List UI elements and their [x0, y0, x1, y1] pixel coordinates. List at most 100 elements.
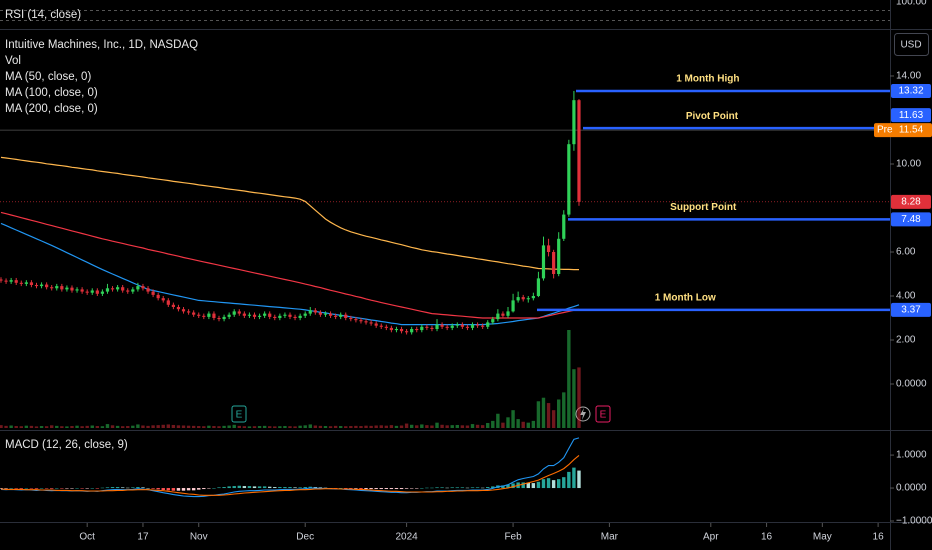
volume-bar: [60, 426, 64, 428]
volume-bar: [252, 426, 257, 428]
price-tag-label: 13.32: [898, 86, 923, 97]
candle-body: [536, 278, 541, 296]
candle-body: [430, 327, 434, 329]
candle-body: [313, 310, 317, 313]
candle-body: [359, 320, 363, 322]
candle-body: [541, 245, 546, 279]
candle-body: [415, 328, 419, 331]
rsi-title: RSI (14, close): [5, 9, 81, 21]
macd-histogram-bar: [531, 483, 536, 489]
macd-histogram-bar: [521, 482, 525, 489]
candle-body: [121, 287, 125, 291]
candle-body: [293, 316, 297, 318]
macd-histogram-bar: [506, 484, 510, 489]
macd-histogram-bar: [567, 471, 571, 489]
event-icon[interactable]: [575, 406, 591, 422]
macd-title: MACD (12, 26, close, 9): [5, 439, 128, 451]
volume-bar: [333, 425, 338, 428]
candle-body: [4, 280, 8, 282]
candle-body: [546, 245, 551, 252]
volume-bar: [511, 410, 515, 428]
candle-body: [278, 315, 282, 318]
macd-histogram-bar: [80, 488, 84, 489]
candle-body: [303, 313, 307, 316]
currency-label[interactable]: USD: [900, 40, 921, 51]
candle-body: [197, 314, 201, 316]
candle-body: [328, 313, 333, 316]
price-tag: [891, 212, 931, 227]
macd-histogram-bar: [404, 488, 409, 489]
macd-histogram-bar: [379, 488, 383, 490]
candle-body: [410, 328, 414, 333]
earnings-icon-letter[interactable]: E: [236, 410, 243, 421]
macd-histogram-bar: [364, 488, 368, 490]
macd-histogram-bar: [95, 488, 100, 489]
macd-histogram-bar: [293, 487, 297, 489]
volume-bar: [293, 426, 297, 428]
macd-histogram-bar: [389, 488, 394, 490]
macd-histogram-bar: [90, 488, 94, 489]
macd-histogram-bar: [161, 488, 165, 491]
macd-histogram-bar: [146, 488, 150, 489]
candle-body: [116, 287, 120, 290]
volume-bar: [212, 426, 216, 428]
volume-bar: [491, 420, 495, 428]
candle-body: [222, 316, 226, 320]
volume-bar: [80, 426, 84, 428]
volume-bar: [318, 425, 323, 428]
y-tick-label: 1.0000: [896, 450, 927, 461]
candle-body: [126, 290, 130, 292]
candle-body: [440, 324, 444, 327]
currency-button[interactable]: [894, 33, 929, 56]
macd-histogram-bar: [268, 486, 272, 489]
last-price-tag-label: 8.28: [901, 196, 921, 207]
x-tick-label: Oct: [79, 532, 95, 543]
macd-histogram-bar: [120, 487, 125, 489]
volume-bar: [268, 426, 272, 428]
moving-average: [0, 156, 579, 271]
candle-body: [146, 288, 150, 292]
macd-histogram-bar: [374, 488, 378, 490]
candle-body: [80, 289, 84, 292]
earnings-icon[interactable]: [595, 405, 611, 423]
candle-body: [207, 313, 211, 317]
volume-bar: [50, 425, 54, 428]
level-label: Pivot Point: [686, 111, 739, 122]
level-label: 1 Month Low: [655, 292, 716, 303]
candle-body: [496, 313, 500, 320]
candle-body: [354, 319, 358, 321]
y-tick-label: 10.00: [896, 159, 921, 170]
macd-histogram-bar: [4, 488, 8, 489]
volume-bar: [19, 426, 23, 428]
volume-bar: [389, 425, 394, 428]
candle-body: [511, 300, 515, 312]
candle-body: [374, 323, 378, 326]
earnings-icon[interactable]: [231, 405, 247, 423]
candle-body: [176, 306, 181, 310]
volume-bar: [227, 425, 231, 428]
candle-body: [557, 238, 561, 274]
last-price-tag: [891, 194, 931, 209]
candle-body: [323, 313, 328, 315]
volume-bar: [516, 419, 520, 428]
candle-body: [506, 311, 510, 316]
volume-bar: [546, 403, 551, 428]
volume-bar: [384, 425, 389, 428]
candle-body: [136, 286, 140, 290]
macd-histogram-bar: [171, 488, 176, 491]
volume-bar: [141, 425, 145, 428]
volume-bar: [242, 426, 247, 428]
candle-body: [105, 288, 110, 292]
macd-histogram-bar: [354, 488, 358, 489]
y-tick-label: 6.00: [896, 247, 916, 258]
macd-histogram-bar: [440, 487, 444, 489]
candle-body: [29, 282, 34, 285]
candle-body: [283, 314, 287, 316]
volume-bar: [257, 426, 262, 428]
volume-bar: [55, 425, 59, 428]
volume-bar: [161, 424, 165, 428]
volume-bar: [313, 425, 318, 428]
candle-body: [156, 294, 160, 299]
earnings-icon-letter[interactable]: E: [600, 410, 607, 421]
macd-histogram-bar: [115, 487, 120, 489]
